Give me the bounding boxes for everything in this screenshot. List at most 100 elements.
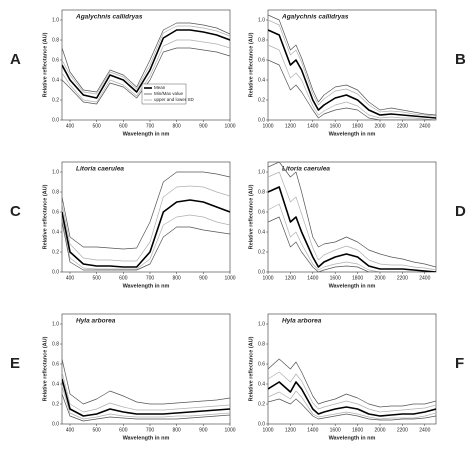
- x-tick-label: 1600: [330, 123, 341, 129]
- x-tick-label: 1000: [224, 275, 235, 281]
- line: [268, 371, 436, 413]
- y-tick-label: 0.0: [52, 421, 59, 427]
- y-tick-label: 1.0: [258, 17, 265, 23]
- y-axis-label: Relative reflectance (AU): [248, 336, 254, 401]
- x-tick-label: 1800: [352, 275, 363, 281]
- line: [62, 25, 230, 95]
- y-tick-label: 0.8: [52, 37, 59, 43]
- x-tick-label: 1000: [262, 123, 273, 129]
- x-tick-label: 1600: [330, 427, 341, 433]
- panel-label: D: [455, 203, 466, 220]
- y-tick-label: 0.0: [52, 117, 59, 123]
- x-tick-label: 400: [66, 123, 75, 129]
- x-tick-label: 2400: [419, 275, 430, 281]
- line: [62, 221, 230, 271]
- y-tick-label: 0.4: [52, 381, 59, 387]
- plot-frame: [267, 161, 437, 273]
- line: [62, 385, 230, 420]
- panel-label: B: [455, 51, 466, 68]
- line: [62, 185, 230, 262]
- x-tick-label: 900: [199, 275, 208, 281]
- line: [268, 186, 436, 272]
- line: [268, 171, 436, 271]
- x-tick-label: 2200: [397, 123, 408, 129]
- x-axis-label: Wavelength in nm: [123, 283, 170, 289]
- line: [268, 398, 436, 421]
- line: [268, 390, 436, 420]
- line: [62, 371, 230, 413]
- y-tick-label: 0.2: [258, 401, 265, 407]
- line: [62, 171, 230, 250]
- plot-lines: [62, 358, 230, 422]
- plot-lines: [268, 14, 436, 120]
- y-tick-label: 1.0: [52, 17, 59, 23]
- y-tick-label: 1.0: [52, 169, 59, 175]
- x-tick-label: 700: [146, 275, 155, 281]
- x-tick-label: 1800: [352, 427, 363, 433]
- y-tick-label: 0.6: [52, 57, 59, 63]
- x-tick-label: 500: [92, 275, 101, 281]
- legend-label: Min/Max value: [154, 91, 184, 96]
- line: [268, 358, 436, 408]
- y-tick-label: 0.2: [52, 97, 59, 103]
- chart-title: Agalychnis callidryas: [75, 14, 143, 21]
- x-tick-label: 1000: [262, 427, 273, 433]
- line: [268, 14, 436, 116]
- x-tick-label: 2400: [419, 123, 430, 129]
- panel-label: F: [455, 355, 464, 372]
- x-tick-label: 600: [119, 275, 128, 281]
- legend-label: upper and lower SD: [154, 97, 195, 102]
- panel-label: C: [10, 203, 21, 220]
- x-axis-label: Wavelength in nm: [123, 131, 170, 137]
- panel-label: E: [10, 355, 20, 372]
- line: [62, 378, 230, 417]
- y-tick-label: 0.6: [258, 361, 265, 367]
- x-tick-label: 700: [146, 123, 155, 129]
- y-tick-label: 0.2: [52, 249, 59, 255]
- y-axis-label: Relative reflectance (AU): [42, 336, 48, 401]
- x-tick-label: 2000: [374, 427, 385, 433]
- x-tick-label: 2000: [374, 123, 385, 129]
- x-tick-label: 400: [66, 427, 75, 433]
- chart-title: Hyla arborea: [76, 318, 116, 325]
- x-tick-label: 800: [172, 427, 181, 433]
- x-axis-label: Wavelength in nm: [123, 435, 170, 441]
- x-tick-label: 600: [119, 123, 128, 129]
- y-tick-label: 0.0: [258, 269, 265, 275]
- line: [268, 203, 436, 272]
- y-tick-label: 1.0: [258, 169, 265, 175]
- y-tick-label: 0.6: [52, 209, 59, 215]
- x-tick-label: 1200: [285, 427, 296, 433]
- line: [268, 29, 436, 119]
- chart-title: Litoria caerulea: [282, 166, 330, 173]
- x-tick-label: 1400: [307, 275, 318, 281]
- y-tick-label: 0.0: [258, 117, 265, 123]
- x-tick-label: 900: [199, 427, 208, 433]
- plot-frame: [267, 9, 437, 121]
- legend-label: Mean: [154, 85, 166, 90]
- line: [268, 216, 436, 272]
- chart-title: Hyla arborea: [282, 318, 322, 325]
- plot-lines: [268, 358, 436, 421]
- x-tick-label: 1000: [224, 427, 235, 433]
- y-tick-label: 0.8: [258, 341, 265, 347]
- y-tick-label: 1.0: [258, 321, 265, 327]
- x-tick-label: 800: [172, 123, 181, 129]
- x-tick-label: 800: [172, 275, 181, 281]
- y-axis-label: Relative reflectance (AU): [248, 184, 254, 249]
- x-tick-label: 1400: [307, 123, 318, 129]
- y-tick-label: 0.4: [52, 77, 59, 83]
- y-axis-label: Relative reflectance (AU): [42, 184, 48, 249]
- x-axis-label: Wavelength in nm: [329, 283, 376, 289]
- line: [268, 59, 436, 120]
- line: [268, 19, 436, 117]
- plot-lines: [268, 162, 436, 272]
- y-tick-label: 0.8: [258, 37, 265, 43]
- y-tick-label: 0.6: [258, 57, 265, 63]
- x-tick-label: 600: [119, 427, 128, 433]
- y-tick-label: 1.0: [52, 321, 59, 327]
- x-tick-label: 1200: [285, 275, 296, 281]
- y-tick-label: 0.6: [52, 361, 59, 367]
- line: [268, 44, 436, 120]
